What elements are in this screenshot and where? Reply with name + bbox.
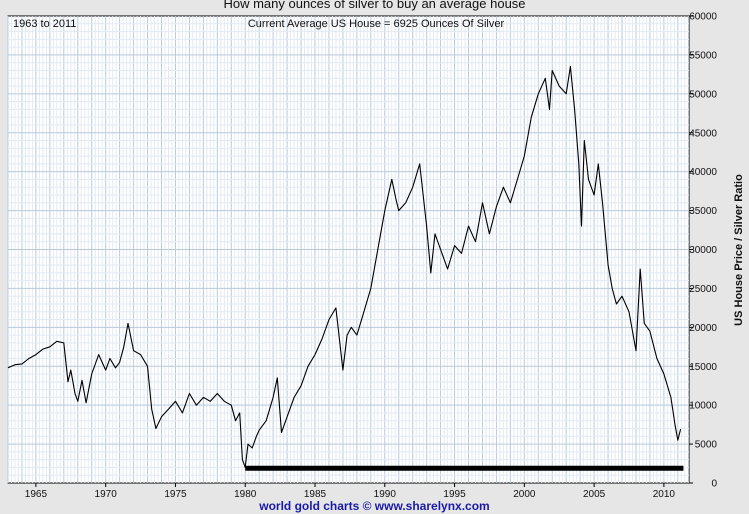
axis-layer: 0 5000 10000 15000 20000 25000 30000 35000 40000… xyxy=(25,12,718,501)
y-tick-label: 60000 xyxy=(689,12,717,23)
y-tick-label: 35000 xyxy=(689,206,717,217)
x-tick-label: 2005 xyxy=(583,489,606,500)
y-tick-label: 5000 xyxy=(695,440,718,451)
y-tick-label: 30000 xyxy=(689,245,717,256)
x-tick-label: 1965 xyxy=(25,489,48,500)
line-layer xyxy=(7,66,682,468)
y-tick-label: 15000 xyxy=(689,362,717,373)
series-line xyxy=(7,66,682,468)
x-tick-label: 1995 xyxy=(443,489,466,500)
y-tick-label: 50000 xyxy=(689,89,717,100)
y-tick-label: 10000 xyxy=(689,401,717,412)
x-tick-label: 2010 xyxy=(653,489,676,500)
date-range-label: 1963 to 2011 xyxy=(13,18,76,30)
y-tick-label: 25000 xyxy=(689,284,717,295)
x-tick-label: 1970 xyxy=(95,489,118,500)
chart-title: How many ounces of silver to buy an aver… xyxy=(223,0,526,11)
footer-credit: world gold charts © www.sharelynx.com xyxy=(259,499,490,513)
y-tick-label: 20000 xyxy=(689,323,717,334)
y-tick-label: 55000 xyxy=(689,50,717,61)
y-tick-label: 0 xyxy=(711,479,717,490)
x-tick-label: 1975 xyxy=(164,489,187,500)
x-tick-label: 1980 xyxy=(234,489,257,500)
grid-layer xyxy=(7,16,689,483)
x-tick-label: 1990 xyxy=(374,489,397,500)
x-tick-label: 1985 xyxy=(304,489,327,500)
chart-subtitle: Current Average US House = 6925 Ounces O… xyxy=(248,18,505,30)
x-tick-label: 2000 xyxy=(513,489,536,500)
y-tick-label: 45000 xyxy=(689,128,717,139)
y-tick-label: 40000 xyxy=(689,167,717,178)
y-axis-label: US House Price / Silver Ratio xyxy=(733,174,745,326)
